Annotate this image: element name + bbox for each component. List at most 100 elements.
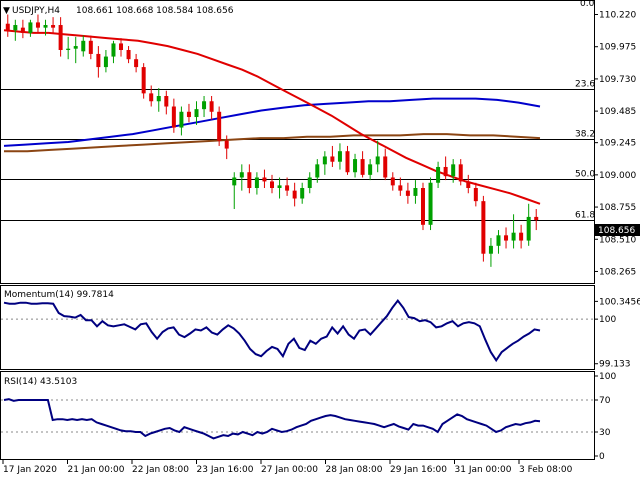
candle-body	[277, 185, 282, 188]
main-panel-frame	[0, 0, 595, 284]
candle	[398, 177, 403, 196]
rsi-tick-label: 30	[599, 428, 611, 438]
candle	[217, 106, 222, 146]
candle-body	[88, 40, 93, 54]
fib-label: 61.8	[575, 211, 595, 221]
candle	[134, 53, 139, 73]
candle-body	[307, 177, 312, 188]
candle	[111, 40, 116, 64]
candle	[330, 145, 335, 167]
candle-body	[451, 164, 456, 177]
candle-body	[436, 166, 441, 183]
candle	[96, 46, 101, 78]
candle	[209, 96, 214, 120]
candle	[345, 145, 350, 175]
ohlc-label: 108.661 108.668 108.584 108.656	[76, 6, 234, 16]
candle	[141, 63, 146, 99]
candle-body	[164, 96, 169, 107]
candle-body	[96, 53, 101, 68]
current-price-tag-bg	[595, 224, 640, 236]
momentum-label: Momentum(14) 99.7814	[4, 290, 114, 300]
candle	[58, 17, 63, 57]
candle	[473, 182, 478, 207]
candle-body	[375, 156, 380, 165]
candle-body	[504, 235, 509, 241]
candle-body	[5, 23, 10, 31]
candle-body	[466, 181, 471, 188]
candle-body	[209, 101, 214, 112]
candle	[420, 182, 425, 231]
sma-slow-line	[4, 133, 541, 153]
candle	[534, 209, 539, 231]
candle-body	[511, 232, 516, 241]
candle-body	[149, 93, 154, 102]
candle-body	[322, 156, 327, 165]
candle-body	[413, 188, 418, 196]
candle-body	[254, 177, 259, 188]
momentum-tick-label: 99.133	[599, 360, 631, 370]
candle	[13, 19, 18, 41]
candle-body	[262, 177, 267, 182]
candle	[88, 35, 93, 60]
candle	[353, 153, 358, 178]
rsi-tick-label: 70	[599, 396, 611, 406]
candle	[337, 143, 342, 170]
momentum-tick-label: 100	[599, 315, 616, 325]
candle	[262, 169, 267, 188]
rsi-tick-label: 100	[599, 372, 616, 382]
candle	[20, 19, 25, 39]
candle	[322, 151, 327, 175]
candle-body	[458, 164, 463, 182]
candle-body	[66, 48, 71, 50]
candle	[73, 36, 78, 64]
candle	[383, 148, 388, 181]
rsi-line	[1, 398, 594, 440]
candle-body	[134, 59, 139, 68]
candle	[481, 195, 486, 262]
candle	[202, 96, 207, 118]
candle	[504, 227, 509, 249]
candle	[360, 151, 365, 178]
candle-body	[360, 159, 365, 175]
candlesticks	[5, 14, 539, 267]
candle-body	[270, 181, 274, 188]
candle-body	[51, 25, 56, 28]
fib-label: 38.2	[575, 130, 595, 140]
candle	[43, 19, 48, 36]
candle	[292, 182, 297, 207]
candle-body	[443, 166, 448, 177]
candle	[179, 106, 184, 136]
candle	[375, 140, 380, 173]
candle-body	[247, 172, 252, 188]
candle-body	[156, 96, 161, 102]
candle-body	[224, 140, 229, 149]
candle	[66, 36, 71, 60]
candle-body	[390, 177, 395, 186]
candle	[35, 14, 40, 33]
candle	[300, 182, 305, 204]
candle	[307, 172, 312, 194]
momentum-axis: 100.3456 100 99.133	[594, 297, 640, 370]
candle-body	[526, 216, 531, 241]
candle-body	[73, 46, 78, 49]
sma-fast-line	[3, 29, 541, 205]
candle	[466, 174, 471, 194]
candle-body	[496, 235, 501, 246]
dropdown-arrow-icon[interactable]: ▼	[3, 6, 10, 16]
fib-label: 23.6	[575, 80, 595, 90]
candle-body	[43, 25, 48, 28]
candle-body	[141, 67, 146, 94]
candle-body	[111, 43, 116, 57]
price-tick-label: 108.510	[599, 235, 636, 245]
time-tick-label: 21 Jan 00:00	[68, 465, 125, 475]
time-tick-label: 29 Jan 16:00	[390, 465, 447, 475]
candle	[194, 101, 199, 125]
candle	[519, 224, 524, 249]
price-tick-label: 109.245	[599, 139, 636, 149]
candle	[232, 172, 237, 210]
candle	[51, 17, 56, 33]
time-axis: 17 Jan 2020 21 Jan 00:00 22 Jan 08:00 23 Ja…	[2, 460, 573, 475]
candle-body	[481, 201, 486, 254]
candle	[405, 182, 410, 204]
